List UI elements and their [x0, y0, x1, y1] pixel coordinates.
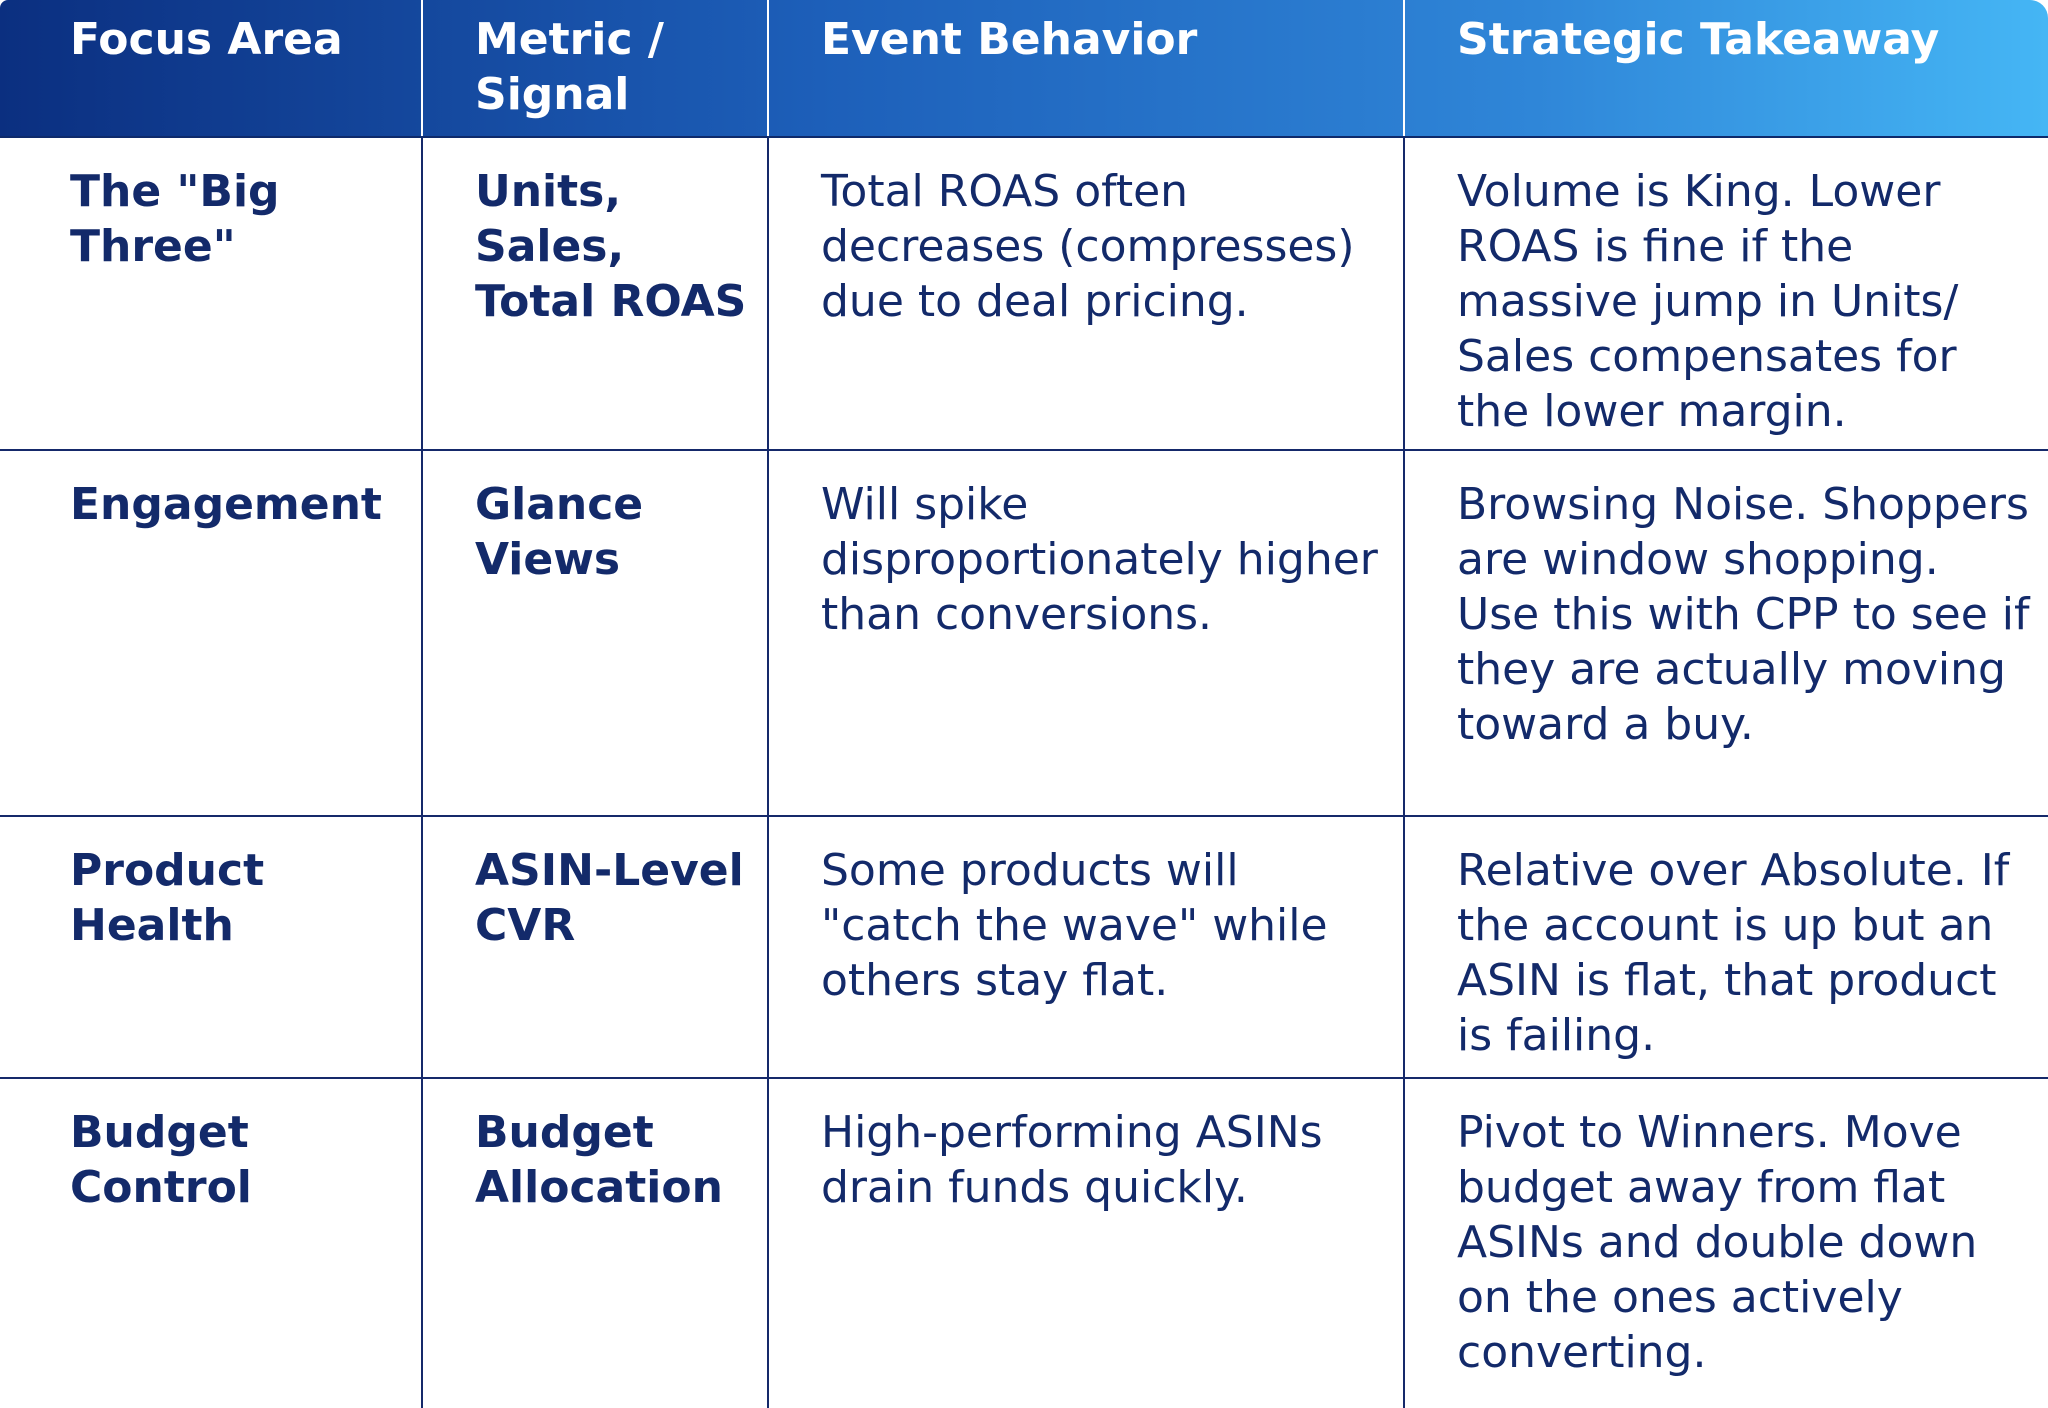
metric-cell: Units, Sales, Total ROAS [421, 137, 768, 451]
takeaway-cell: Pivot to Winners. Move budget away from … [1403, 1078, 2048, 1408]
behavior-cell: Total ROAS often decreases (compresses) … [767, 137, 1404, 451]
header-event-behavior: Event Behavior [767, 0, 1404, 138]
takeaway-cell: Browsing Noise. Shoppers are window shop… [1403, 450, 2048, 817]
header-metric-signal: Metric / Signal [421, 0, 768, 138]
behavior-cell: Some products will "catch the wave" whil… [767, 816, 1404, 1079]
takeaway-cell: Relative over Absolute. If the account i… [1403, 816, 2048, 1079]
focus-area-cell: The "Big Three" [0, 137, 422, 451]
header-focus-area: Focus Area [0, 0, 422, 138]
table-body: The "Big Three" Units, Sales, Total ROAS… [0, 137, 2048, 1408]
table-row: Engagement Glance Views Will spike dispr… [0, 450, 2048, 817]
metric-cell: ASIN-Level CVR [421, 816, 768, 1079]
table-header: Focus Area Metric / Signal Event Behavio… [0, 0, 2048, 138]
header-strategic-takeaway: Strategic Takeaway [1403, 0, 2048, 138]
table-row: The "Big Three" Units, Sales, Total ROAS… [0, 137, 2048, 451]
behavior-cell: Will spike disproportionately higher tha… [767, 450, 1404, 817]
focus-area-cell: Engagement [0, 450, 422, 817]
takeaway-cell: Volume is King. Lower ROAS is fine if th… [1403, 137, 2048, 451]
table-row: Budget Control Budget Allocation High-pe… [0, 1078, 2048, 1408]
metric-cell: Budget Allocation [421, 1078, 768, 1408]
table-row: Product Health ASIN-Level CVR Some produ… [0, 816, 2048, 1079]
focus-area-cell: Product Health [0, 816, 422, 1079]
header-row: Focus Area Metric / Signal Event Behavio… [0, 0, 2048, 138]
focus-area-cell: Budget Control [70, 1107, 252, 1213]
metric-cell: Glance Views [421, 450, 768, 817]
behavior-cell: High-performing ASINs drain funds quickl… [767, 1078, 1404, 1408]
